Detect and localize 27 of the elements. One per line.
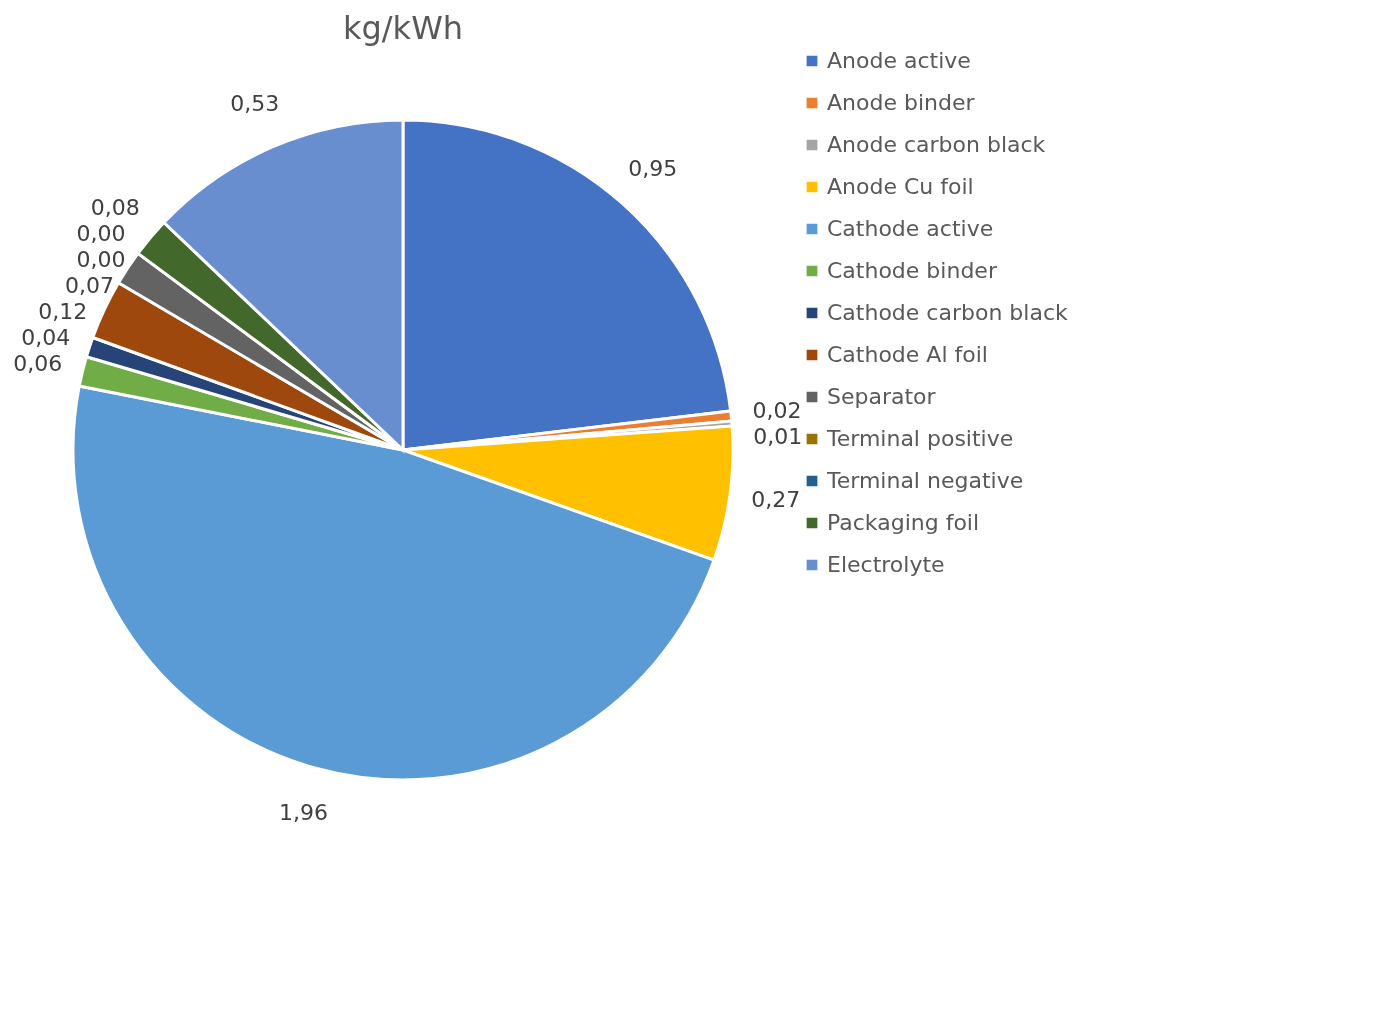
data-label: 1,96: [279, 799, 329, 825]
text: 0,00: [76, 220, 126, 246]
legend-label: Anode Cu foil: [827, 174, 974, 199]
legend-label: Anode active: [827, 48, 971, 73]
chart-title: kg/kWh: [342, 9, 464, 47]
legend-label: Anode binder: [827, 90, 976, 115]
data-label: 0,04: [21, 324, 71, 350]
data-label: 0,12: [38, 298, 88, 324]
legend-label: Electrolyte: [827, 552, 945, 577]
data-label: 0,06: [13, 350, 63, 376]
legend-label: Terminal negative: [826, 468, 1024, 493]
data-label: 0,95: [628, 155, 678, 181]
data-label: 0,01: [753, 424, 803, 450]
data-label: 0,07: [64, 272, 114, 298]
text: 0,00: [76, 246, 126, 272]
data-label: 0,02: [752, 398, 802, 424]
data-label: 0,08: [90, 194, 140, 220]
legend-label: Packaging foil: [827, 510, 980, 535]
data-label: 0,53: [230, 91, 280, 117]
legend-label: Terminal positive: [826, 426, 1014, 451]
data-label: 0,27: [751, 487, 801, 513]
legend-label: Anode carbon black: [827, 132, 1046, 157]
legend-label: Cathode active: [827, 216, 994, 241]
legend-label: Cathode carbon black: [827, 300, 1068, 325]
legend-label: Separator: [827, 384, 937, 409]
legend-label: Cathode binder: [827, 258, 998, 283]
legend-label: Cathode Al foil: [827, 342, 988, 367]
